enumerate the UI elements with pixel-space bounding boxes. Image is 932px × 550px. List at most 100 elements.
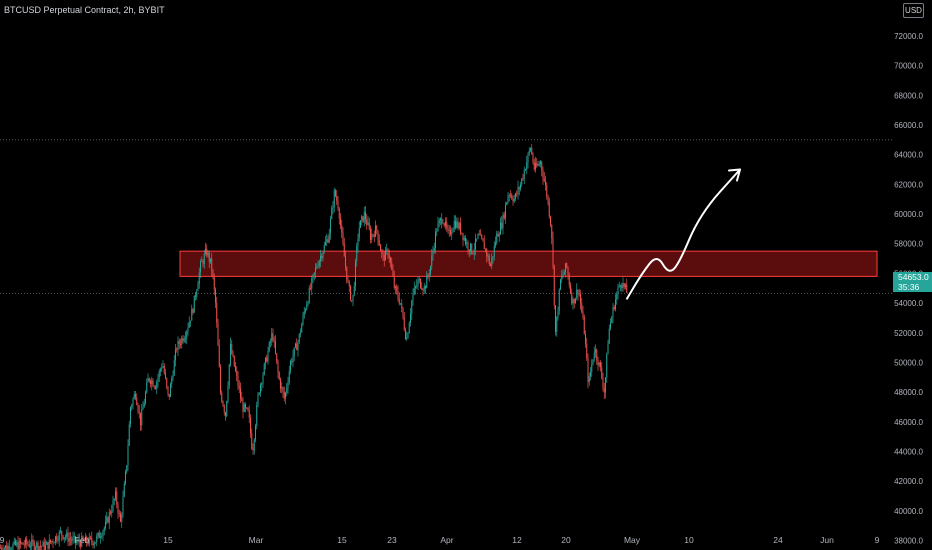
candle-body [350, 286, 351, 301]
candle-body [21, 542, 23, 544]
candle-body [357, 237, 359, 247]
candle-body [526, 161, 528, 170]
candle-body [452, 229, 454, 233]
candle-body [127, 445, 129, 466]
candle-body [336, 195, 338, 201]
candle-body [495, 242, 496, 246]
candle-body [51, 541, 53, 543]
candle-body [237, 375, 239, 387]
candle-body [103, 527, 105, 532]
candle-body [148, 378, 150, 381]
candle-body [226, 401, 228, 417]
resistance-zone-layer [179, 250, 878, 277]
candle-body [150, 380, 151, 385]
candle-body [170, 384, 171, 397]
candle-body [287, 382, 289, 388]
candle-body [41, 546, 43, 548]
candle-body [145, 392, 146, 403]
candle-body [141, 409, 143, 426]
candle-body [61, 530, 63, 536]
candle-body [130, 407, 131, 425]
candle-body [60, 530, 61, 532]
candle-body [252, 448, 254, 451]
candle-body [105, 521, 106, 528]
resistance-zone[interactable] [179, 250, 878, 277]
candle-body [381, 250, 383, 254]
candle-body [71, 539, 73, 541]
candle-body [30, 546, 31, 548]
candle-body [12, 544, 14, 550]
candle-body [112, 500, 114, 511]
candle-body [111, 510, 113, 514]
candle-body [507, 195, 509, 203]
candle-body [471, 243, 473, 254]
y-tick-label: 44000.0 [894, 448, 923, 457]
candle-body [402, 307, 404, 318]
candle-body [488, 255, 490, 264]
candle-body [616, 293, 618, 300]
x-tick-label: Feb [75, 535, 90, 545]
candle-body [617, 287, 619, 294]
candle-body [376, 225, 378, 231]
candle-body [95, 542, 96, 544]
candle-body [483, 241, 485, 250]
currency-button[interactable]: USD [903, 3, 924, 18]
candle-body [546, 184, 548, 196]
candle-body [155, 387, 156, 389]
candle-body [591, 364, 593, 373]
candle-body [295, 343, 296, 348]
candle-body [538, 164, 540, 165]
candle-body [265, 357, 266, 364]
candle-body [475, 238, 476, 250]
candle-body [292, 355, 294, 363]
candle-body [255, 425, 256, 440]
candle-body [370, 229, 371, 240]
candle-body [403, 317, 405, 330]
candle-body [241, 398, 243, 402]
candle-body [90, 536, 91, 538]
candle-body [397, 291, 399, 299]
candle-body [603, 387, 605, 393]
candle-body [116, 491, 118, 505]
candle-body [143, 402, 145, 408]
candle-body [558, 289, 560, 311]
candle-body [422, 289, 424, 291]
candle-body [358, 227, 360, 238]
candle-body [298, 333, 300, 342]
candle-body [307, 302, 309, 305]
candle-body [117, 504, 119, 514]
y-tick-label: 60000.0 [894, 210, 923, 219]
candle-body [355, 261, 356, 287]
candle-body [486, 249, 488, 257]
candle-body [256, 405, 258, 426]
candle-body [388, 255, 390, 259]
candle-body [86, 536, 88, 543]
candle-body [81, 536, 83, 547]
candle-body [65, 536, 66, 538]
candle-body [362, 216, 364, 222]
candle-body [245, 404, 246, 408]
candle-body [305, 309, 306, 312]
candle-body [531, 148, 533, 154]
candle-body [326, 239, 328, 243]
candle-body [387, 249, 389, 256]
candle-body [455, 220, 456, 228]
candle-body [443, 223, 445, 226]
candle-body [416, 285, 418, 287]
candle-body [115, 491, 116, 499]
x-tick-label: 15 [163, 535, 173, 545]
candle-body [182, 338, 184, 342]
candle-body [157, 377, 159, 382]
candle-body [286, 387, 288, 393]
candle-body [223, 405, 225, 413]
candle-body [407, 333, 409, 339]
projection-arrow[interactable] [626, 168, 741, 300]
candle-body [547, 195, 549, 202]
candle-body [543, 178, 545, 182]
candle-body [448, 229, 450, 231]
candle-body [607, 343, 609, 355]
candle-body [382, 253, 384, 255]
candle-body [460, 223, 461, 233]
candle-body [446, 221, 448, 229]
